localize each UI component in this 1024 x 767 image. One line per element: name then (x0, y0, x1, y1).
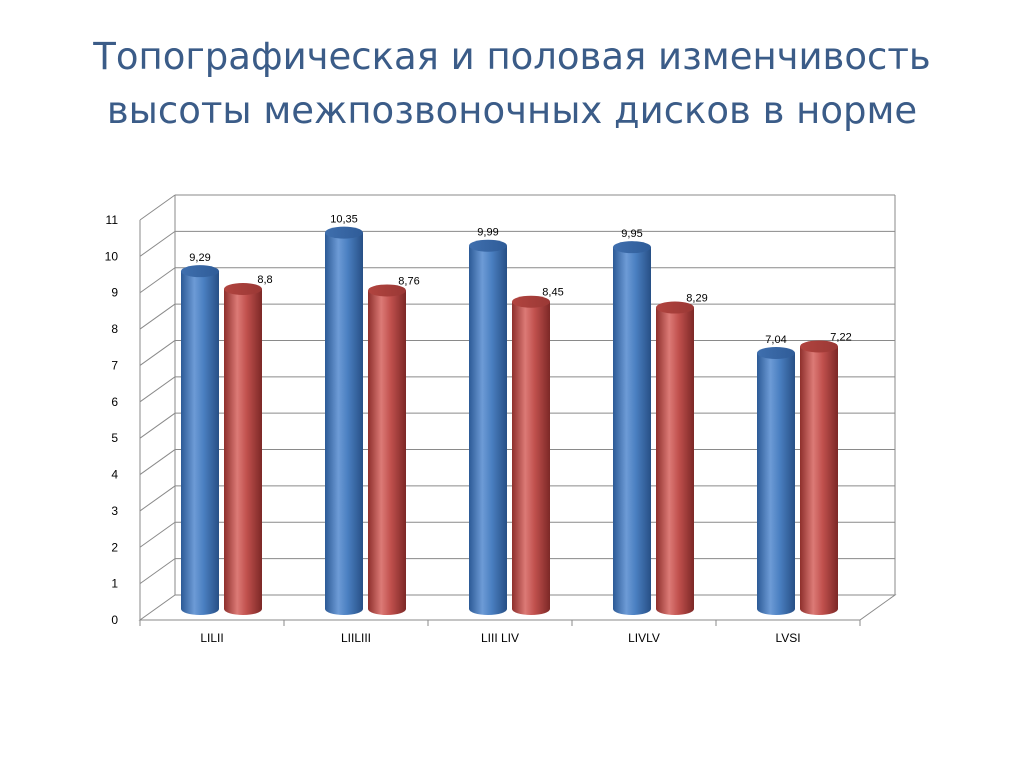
bar-body (800, 346, 838, 615)
gridline-diagonal (139, 267, 176, 294)
x-tick-label: LIII LIV (481, 631, 519, 645)
chart-title: Топографическая и половая изменчивость в… (40, 30, 984, 138)
gridline-diagonal (139, 376, 176, 403)
bar-series-1 (469, 239, 507, 615)
gridline-diagonal (139, 340, 176, 366)
bar-top (224, 283, 262, 295)
x-tick-label: LIILIII (341, 631, 371, 645)
data-label: 9,99 (477, 227, 498, 239)
y-tick-label: 11 (106, 213, 119, 227)
data-label: 9,95 (621, 228, 642, 240)
axis-layer: 0 1 2 3 4 5 6 7 8 9 10 11 LILII LIILIII LIII LIV LIVLV L… (105, 213, 897, 645)
y-tick-label: 2 (111, 540, 118, 554)
bar-top (800, 340, 838, 353)
gridline-diagonal (139, 230, 176, 257)
title-line-2: высоты межпозвоночных дисков в норме (106, 89, 918, 132)
bar-series-1 (757, 347, 795, 615)
gridline-diagonal (139, 449, 176, 475)
bar-body (368, 290, 406, 615)
y-tick-label: 0 (111, 613, 118, 627)
bar-body (224, 289, 262, 615)
gridline-diagonal (139, 485, 176, 512)
y-tick-label: 9 (111, 286, 118, 300)
x-tick-label: LILII (200, 631, 223, 645)
bar-series-2 (656, 301, 694, 615)
bar-series-2 (800, 340, 838, 615)
bar-body (613, 247, 651, 615)
bar-body (757, 353, 795, 615)
data-label: 8,76 (398, 275, 419, 287)
bar-body (325, 232, 363, 616)
data-label: 7,04 (765, 334, 786, 346)
data-label: 8,29 (686, 293, 707, 305)
bar-body (469, 245, 507, 615)
gridline-diagonal (139, 412, 176, 439)
bar-series-1 (181, 265, 219, 615)
chart-floor (138, 594, 897, 621)
bar-top (181, 265, 219, 278)
bar-body (181, 271, 219, 615)
gridline-diagonal (139, 194, 176, 221)
bar-top (613, 241, 651, 254)
bar-top (757, 347, 795, 359)
gridline-diagonal (139, 558, 176, 585)
gridline-diagonal (139, 303, 176, 330)
y-tick-label: 6 (111, 395, 118, 409)
data-label: 10,35 (330, 214, 358, 226)
x-tick-label: LIVLV (628, 631, 660, 645)
y-tick-label: 5 (111, 431, 118, 445)
y-tick-label: 4 (111, 468, 118, 482)
gridline-diagonal (139, 521, 176, 548)
bar-top (325, 226, 363, 239)
data-label: 9,29 (189, 252, 210, 264)
bar-series-2 (224, 283, 262, 615)
bar-series-1 (325, 226, 363, 616)
y-tick-label: 1 (111, 577, 118, 591)
bar-body (656, 307, 694, 615)
bar-top (469, 239, 507, 252)
data-label: 8,8 (257, 274, 272, 286)
y-tick-label: 7 (111, 358, 118, 372)
y-tick-label: 8 (111, 322, 118, 336)
bar-series-2 (368, 284, 406, 615)
data-label: 8,45 (542, 287, 563, 299)
y-tick-label: 10 (105, 249, 119, 263)
data-label: 7,22 (830, 331, 851, 343)
bar-top (368, 284, 406, 297)
bar-top (656, 301, 694, 314)
bar-series-1 (613, 241, 651, 615)
bar-layer: 9,29 8,8 10,35 8,76 9,99 8,45 9,95 8,29 7,04 7,22 (181, 214, 852, 616)
y-tick-label: 3 (111, 504, 118, 518)
bar-series-2 (512, 295, 550, 615)
title-line-1: Топографическая и половая изменчивость (93, 35, 931, 78)
bar-top (512, 295, 550, 308)
bar-body (512, 301, 550, 615)
x-tick-label: LVSI (775, 631, 800, 645)
